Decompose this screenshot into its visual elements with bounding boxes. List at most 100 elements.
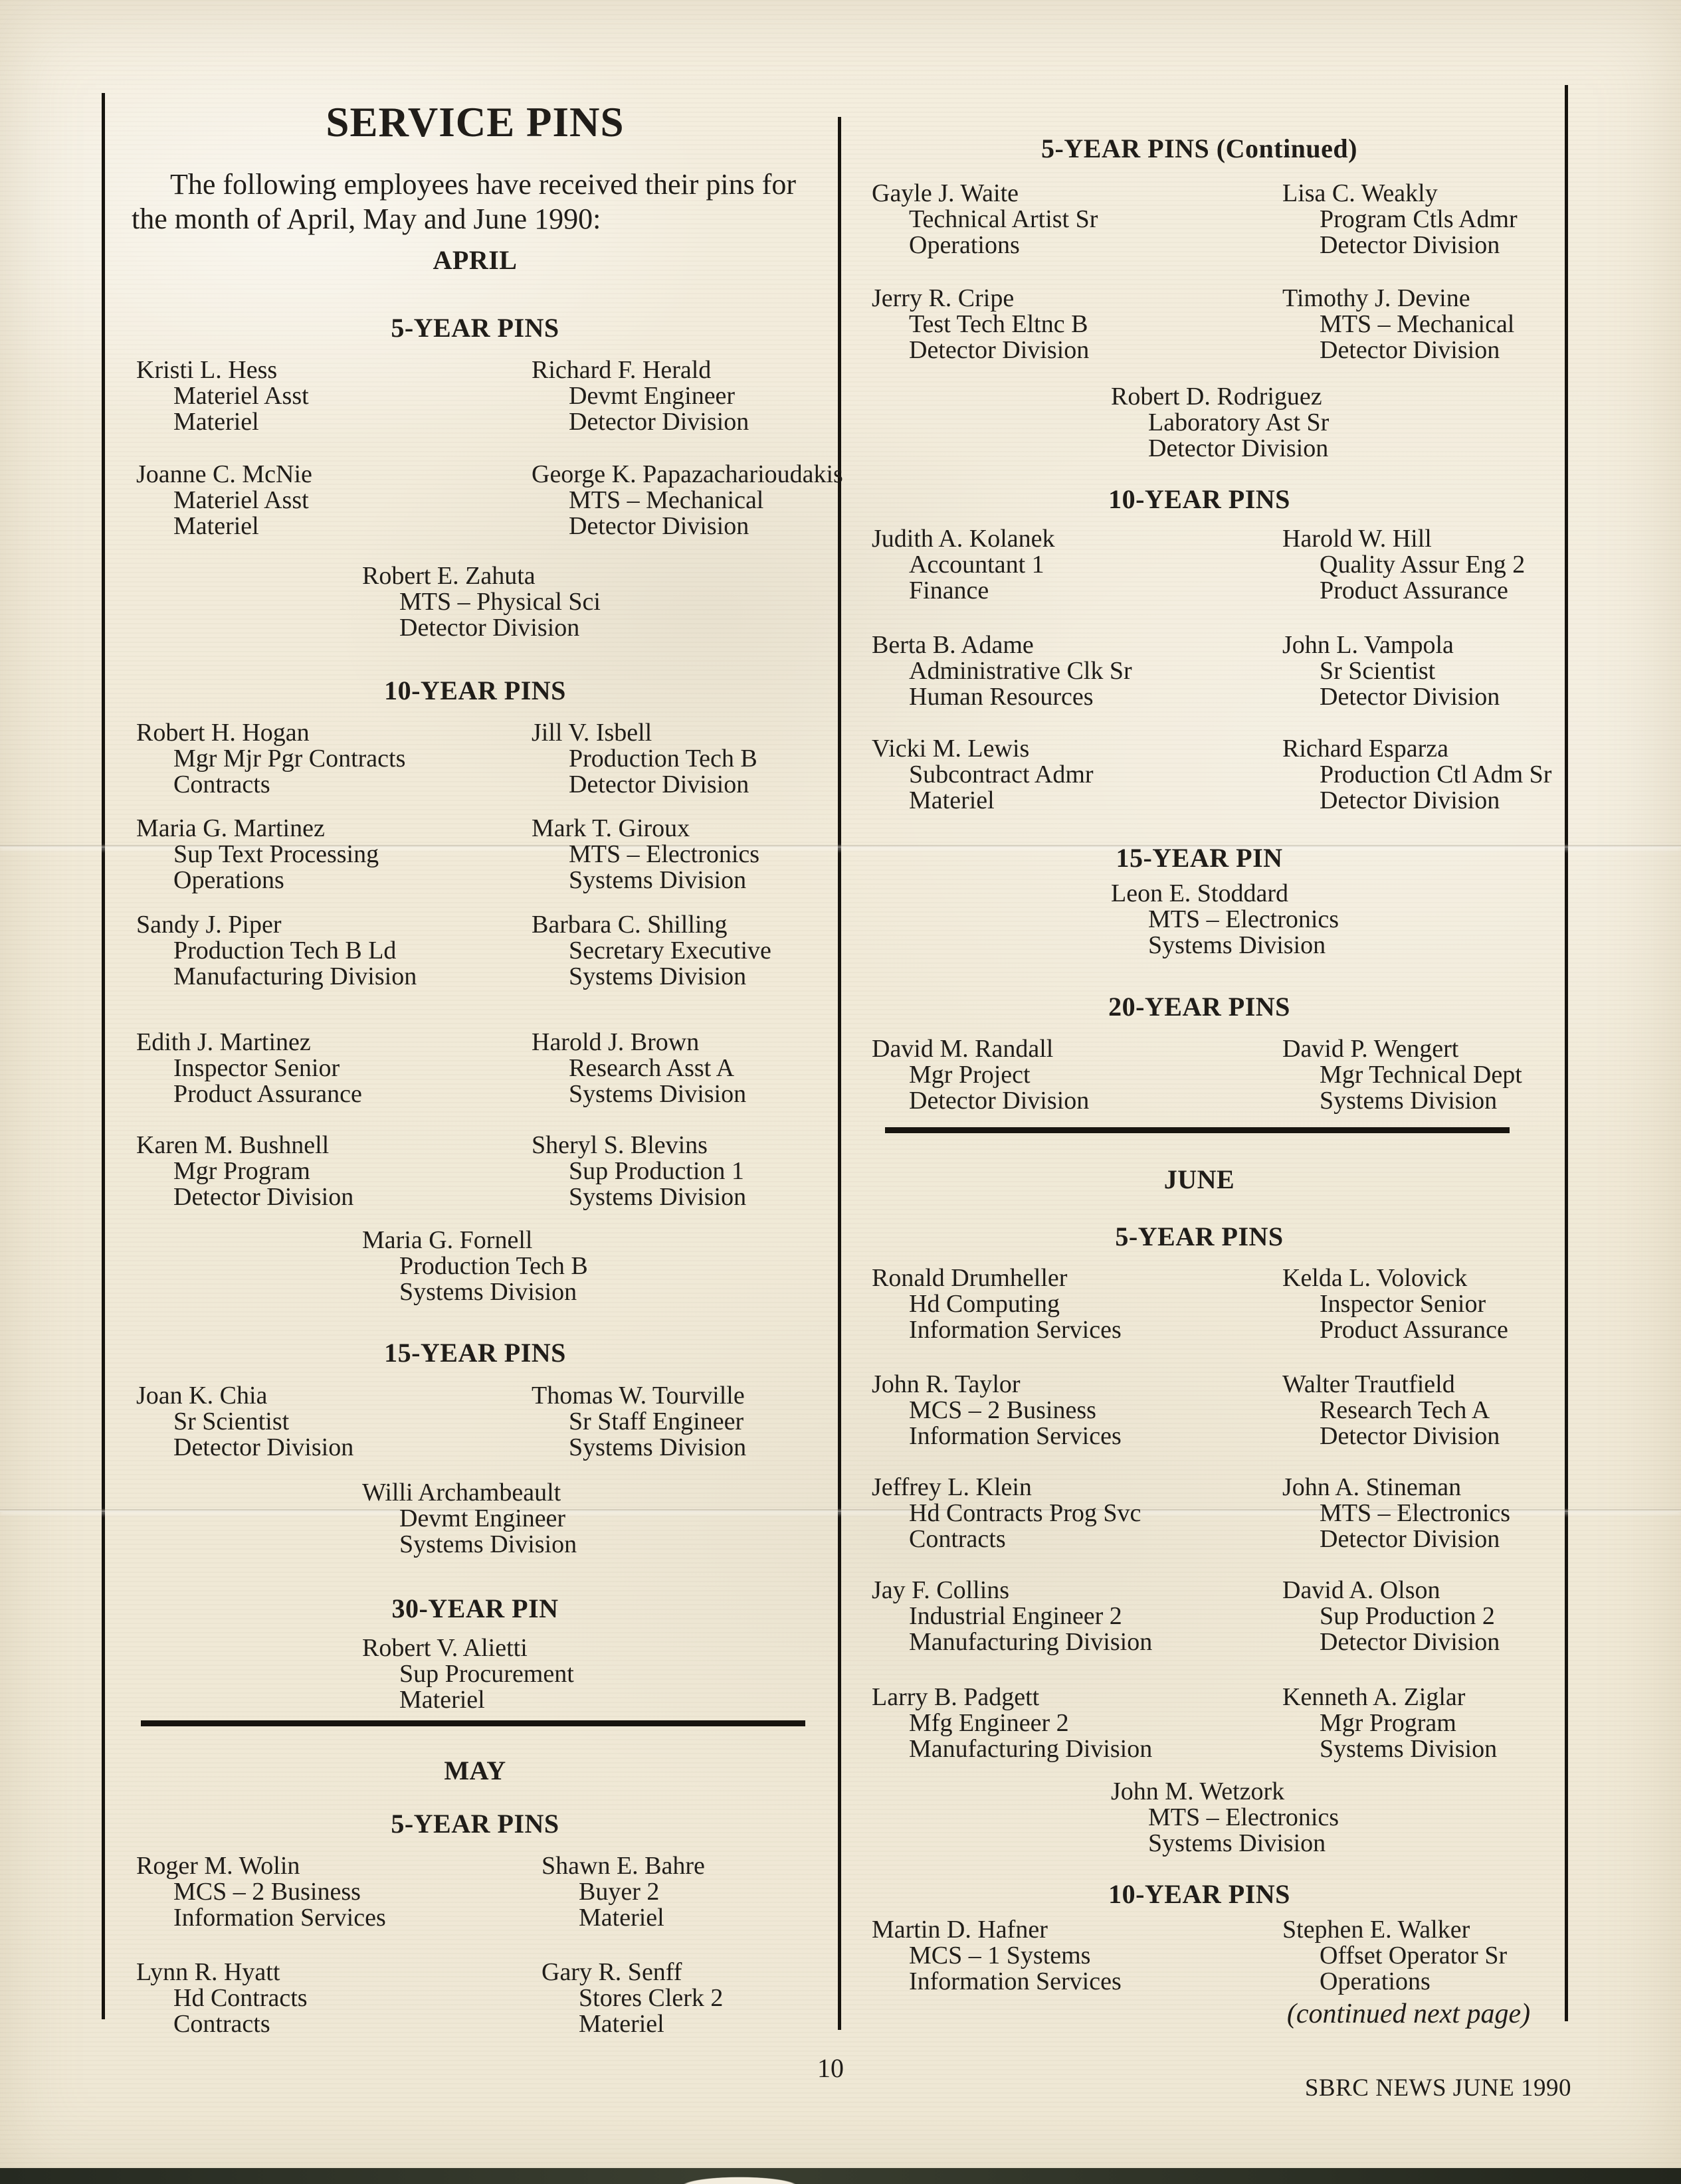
employee-entry: Karen M. Bushnell Mgr Program Detector Div… (136, 1133, 353, 1210)
employee-entry: Kelda L. Volovick Inspector Senior Product… (1282, 1265, 1508, 1343)
employee-role: Materiel Asst (173, 382, 309, 410)
employee-role: Program Ctls Admr (1320, 205, 1518, 233)
employee-role: MCS – 1 Systems (909, 1942, 1091, 1969)
employee-division: Human Resources (909, 683, 1094, 711)
employee-division: Information Services (909, 1967, 1122, 1995)
employee-role: MTS – Electronics (1148, 1803, 1339, 1831)
employee-entry: Jill V. Isbell Production Tech B Detector … (532, 720, 757, 798)
employee-entry: John A. Stineman MTS – Electronics Detecto… (1282, 1475, 1510, 1552)
employee-name: Maria G. Fornell (362, 1226, 533, 1254)
employee-name: Kelda L. Volovick (1282, 1264, 1468, 1292)
pin-group-heading: 30-YEAR PIN (391, 1593, 559, 1623)
employee-role: Sr Scientist (1320, 657, 1436, 685)
employee-name: Kenneth A. Ziglar (1282, 1683, 1466, 1711)
employee-role: Sr Staff Engineer (569, 1408, 744, 1435)
employee-entry: Jerry R. Cripe Test Tech Eltnc B Detector … (872, 286, 1089, 363)
employee-role: Administrative Clk Sr (909, 657, 1132, 685)
employee-entry: Judith A. Kolanek Accountant 1 Finance (872, 526, 1054, 604)
employee-name: John R. Taylor (872, 1370, 1021, 1398)
employee-entry: Sheryl S. Blevins Sup Production 1 Systems… (532, 1133, 746, 1210)
employee-name: Vicki M. Lewis (872, 735, 1030, 763)
pin-group-heading: 10-YEAR PINS (1108, 484, 1290, 514)
continued-note: (continued next page) (1286, 1999, 1531, 2029)
employee-role: Mfg Engineer 2 (909, 1709, 1069, 1737)
employee-division: Detector Division (1320, 786, 1500, 814)
employee-role: Mgr Project (909, 1061, 1031, 1089)
employee-role: MTS – Mechanical (569, 486, 764, 514)
employee-role: Secretary Executive (569, 937, 771, 964)
employee-role: Sr Scientist (173, 1408, 290, 1435)
employee-entry: Joanne C. McNie Materiel Asst Materiel (136, 462, 312, 539)
employee-name: Gayle J. Waite (872, 179, 1019, 207)
horizontal-rule (141, 1720, 805, 1726)
employee-name: John M. Wetzork (1111, 1777, 1285, 1805)
employee-entry: John M. Wetzork MTS – Electronics Systems … (1111, 1779, 1339, 1857)
employee-name: Jill V. Isbell (532, 719, 652, 747)
pin-group-heading: 20-YEAR PINS (1108, 992, 1290, 1022)
employee-entry: Gayle J. Waite Technical Artist Sr Operati… (872, 181, 1098, 258)
employee-name: Leon E. Stoddard (1111, 879, 1289, 907)
employee-role: Buyer 2 (579, 1878, 660, 1906)
employee-role: Sup Procurement (399, 1660, 574, 1688)
employee-role: Subcontract Admr (909, 761, 1094, 788)
employee-role: Mgr Technical Dept (1320, 1061, 1522, 1089)
employee-name: Robert H. Hogan (136, 719, 310, 747)
employee-entry: Roger M. Wolin MCS – 2 Business Informatio… (136, 1853, 386, 1931)
employee-role: Hd Computing (909, 1290, 1060, 1318)
employee-role: Quality Assur Eng 2 (1320, 551, 1526, 579)
employee-division: Systems Division (569, 1433, 747, 1461)
pin-group-heading: 5-YEAR PINS (Continued) (1041, 134, 1357, 163)
employee-entry: David A. Olson Sup Production 2 Detector D… (1282, 1578, 1500, 1655)
employee-name: Martin D. Hafner (872, 1916, 1048, 1944)
month-heading: APRIL (433, 245, 518, 275)
employee-entry: Willi Archambeault Devmt Engineer Systems … (362, 1480, 577, 1558)
employee-role: MTS – Electronics (569, 840, 760, 868)
employee-entry: Robert H. Hogan Mgr Mjr Pgr Contracts Cont… (136, 720, 405, 798)
pin-group-heading: 15-YEAR PINS (384, 1338, 566, 1368)
employee-entry: Richard F. Herald Devmt Engineer Detector … (532, 357, 749, 435)
employee-entry: Sandy J. Piper Production Tech B Ld Manufa… (136, 912, 417, 990)
employee-role: Production Tech B (399, 1252, 588, 1280)
employee-role: MCS – 2 Business (173, 1878, 361, 1906)
employee-entry: David P. Wengert Mgr Technical Dept System… (1282, 1036, 1522, 1114)
employee-role: Production Tech B (569, 745, 757, 773)
employee-role: Production Ctl Adm Sr (1320, 761, 1552, 788)
employee-role: Inspector Senior (173, 1054, 340, 1082)
employee-entry: Jay F. Collins Industrial Engineer 2 Manuf… (872, 1578, 1152, 1655)
employee-role: Devmt Engineer (399, 1504, 566, 1532)
employee-role: Mgr Program (1320, 1709, 1456, 1737)
employee-division: Manufacturing Division (173, 962, 417, 990)
employee-role: Hd Contracts (173, 1984, 308, 2012)
column-divider (838, 117, 841, 2030)
employee-entry: Walter Trautfield Research Tech A Detector… (1282, 1372, 1500, 1449)
employee-role: MTS – Electronics (1320, 1499, 1511, 1527)
employee-entry: Robert V. Alietti Sup Procurement Materiel (362, 1635, 574, 1713)
page-title: SERVICE PINS (326, 99, 625, 145)
employee-name: Roger M. Wolin (136, 1852, 300, 1880)
employee-division: Systems Division (399, 1530, 577, 1558)
employee-entry: Mark T. Giroux MTS – Electronics Systems D… (532, 816, 759, 893)
employee-entry: Robert E. Zahuta MTS – Physical Sci Detect… (362, 563, 601, 641)
employee-division: Information Services (173, 1904, 386, 1932)
employee-name: Robert V. Alietti (362, 1634, 528, 1662)
employee-entry: Kristi L. Hess Materiel Asst Materiel (136, 357, 309, 435)
employee-role: Materiel Asst (173, 486, 309, 514)
employee-division: Systems Division (1148, 1829, 1326, 1857)
footer-text: SBRC NEWS JUNE 1990 (1304, 2074, 1571, 2102)
employee-division: Detector Division (1320, 336, 1500, 364)
pin-group-heading: 5-YEAR PINS (391, 313, 559, 343)
employee-name: Gary R. Senff (542, 1958, 682, 1986)
employee-entry: Ronald Drumheller Hd Computing Information… (872, 1265, 1122, 1343)
employee-name: Harold J. Brown (532, 1028, 700, 1056)
pin-group-heading: 10-YEAR PINS (384, 676, 566, 705)
employee-role: Research Asst A (569, 1054, 735, 1082)
month-heading: JUNE (1163, 1164, 1235, 1194)
employee-entry: Kenneth A. Ziglar Mgr Program Systems Divi… (1282, 1684, 1497, 1762)
employee-name: David P. Wengert (1282, 1035, 1459, 1063)
employee-division: Detector Division (1320, 231, 1500, 259)
employee-division: Detector Division (173, 1183, 354, 1211)
employee-division: Product Assurance (1320, 1316, 1508, 1344)
employee-name: Jay F. Collins (872, 1576, 1010, 1604)
employee-entry: Stephen E. Walker Offset Operator Sr Opera… (1282, 1917, 1507, 1995)
employee-entry: Martin D. Hafner MCS – 1 Systems Informati… (872, 1917, 1122, 1995)
